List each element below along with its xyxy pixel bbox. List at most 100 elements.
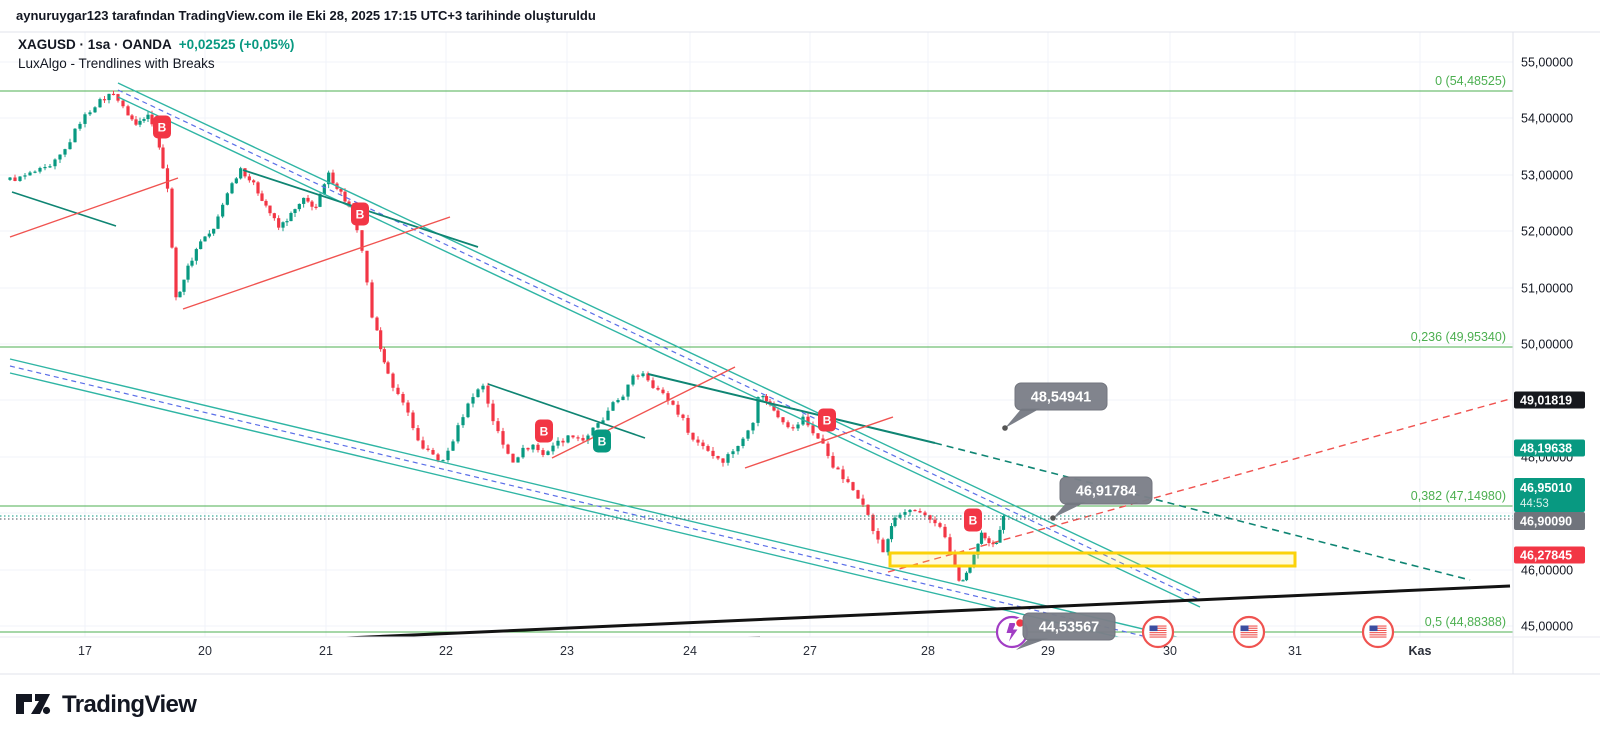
candle[interactable] bbox=[871, 514, 875, 532]
candle[interactable] bbox=[111, 93, 116, 96]
candle[interactable] bbox=[190, 260, 194, 266]
candle[interactable] bbox=[8, 177, 12, 180]
candle[interactable] bbox=[676, 404, 680, 415]
candle[interactable] bbox=[983, 532, 987, 539]
candle[interactable] bbox=[741, 438, 745, 446]
candle[interactable] bbox=[243, 168, 247, 177]
candle[interactable] bbox=[431, 449, 435, 455]
candle[interactable] bbox=[876, 531, 880, 540]
candle[interactable] bbox=[314, 206, 318, 208]
candle[interactable] bbox=[401, 393, 405, 403]
candle[interactable] bbox=[1001, 516, 1006, 530]
candle[interactable] bbox=[531, 444, 535, 450]
candle[interactable] bbox=[476, 389, 480, 398]
candle[interactable] bbox=[806, 416, 810, 426]
candle[interactable] bbox=[526, 447, 530, 450]
candle[interactable] bbox=[18, 176, 22, 181]
symbol-title[interactable]: XAGUSD · 1sa · OANDA bbox=[18, 37, 172, 52]
candle[interactable] bbox=[556, 440, 560, 446]
candle[interactable] bbox=[285, 221, 289, 223]
candle[interactable] bbox=[396, 387, 400, 394]
candle[interactable] bbox=[998, 529, 1002, 543]
time-axis[interactable]: 17 20 21 22 23 24 27 28 29 30 31 Kas bbox=[78, 644, 1431, 658]
candle[interactable] bbox=[451, 441, 455, 451]
candle[interactable] bbox=[961, 580, 965, 582]
candle[interactable] bbox=[571, 435, 575, 438]
candle[interactable] bbox=[641, 373, 645, 377]
candle[interactable] bbox=[551, 445, 555, 452]
candle[interactable] bbox=[826, 443, 830, 456]
candle[interactable] bbox=[142, 119, 146, 121]
candle[interactable] bbox=[661, 389, 665, 394]
candle[interactable] bbox=[161, 147, 165, 169]
candle[interactable] bbox=[611, 402, 615, 411]
candle[interactable] bbox=[199, 241, 203, 250]
candle[interactable] bbox=[831, 455, 835, 468]
candle[interactable] bbox=[761, 396, 765, 398]
candle[interactable] bbox=[331, 172, 335, 184]
candle[interactable] bbox=[297, 203, 301, 210]
candle[interactable] bbox=[466, 403, 470, 418]
candle[interactable] bbox=[918, 511, 922, 513]
candle[interactable] bbox=[260, 193, 264, 201]
candle[interactable] bbox=[68, 142, 72, 150]
candle[interactable] bbox=[861, 498, 865, 505]
candle[interactable] bbox=[616, 400, 620, 403]
candle[interactable] bbox=[671, 400, 675, 405]
candle[interactable] bbox=[601, 420, 605, 424]
candle[interactable] bbox=[772, 404, 776, 411]
candle[interactable] bbox=[165, 168, 170, 189]
candle[interactable] bbox=[886, 539, 890, 553]
candle[interactable] bbox=[943, 526, 947, 538]
candle[interactable] bbox=[491, 403, 495, 422]
candle[interactable] bbox=[746, 430, 750, 439]
candle[interactable] bbox=[302, 197, 306, 204]
candle[interactable] bbox=[756, 397, 760, 423]
time-axis-bg[interactable] bbox=[0, 637, 1600, 674]
candle[interactable] bbox=[621, 396, 625, 401]
us-flag-event-icon[interactable] bbox=[1232, 615, 1266, 649]
candle[interactable] bbox=[651, 380, 655, 388]
candle[interactable] bbox=[365, 250, 369, 283]
candle[interactable] bbox=[816, 433, 820, 439]
candle[interactable] bbox=[851, 482, 855, 491]
candle[interactable] bbox=[541, 450, 545, 455]
candle[interactable] bbox=[339, 188, 343, 192]
candle[interactable] bbox=[225, 193, 229, 205]
callout-box[interactable] bbox=[1022, 612, 1116, 641]
candle[interactable] bbox=[581, 438, 585, 441]
candle[interactable] bbox=[322, 184, 326, 194]
candle[interactable] bbox=[811, 425, 815, 434]
candle[interactable] bbox=[994, 542, 999, 544]
candle[interactable] bbox=[426, 448, 430, 450]
candle[interactable] bbox=[281, 222, 285, 228]
candle[interactable] bbox=[764, 396, 769, 402]
candle[interactable] bbox=[856, 490, 860, 499]
candle[interactable] bbox=[933, 519, 937, 524]
candle[interactable] bbox=[107, 93, 111, 101]
candle[interactable] bbox=[436, 454, 440, 461]
candle[interactable] bbox=[441, 460, 445, 462]
candle[interactable] bbox=[721, 458, 725, 463]
candle[interactable] bbox=[73, 128, 77, 143]
candle[interactable] bbox=[686, 417, 690, 433]
candle[interactable] bbox=[411, 412, 415, 429]
candle[interactable] bbox=[38, 167, 42, 172]
candle[interactable] bbox=[53, 159, 57, 167]
candle[interactable] bbox=[126, 106, 130, 116]
candle[interactable] bbox=[170, 188, 174, 248]
candle[interactable] bbox=[913, 509, 917, 512]
candle[interactable] bbox=[893, 517, 897, 527]
candle[interactable] bbox=[471, 397, 475, 404]
candlestick-series[interactable] bbox=[8, 90, 1006, 582]
candle[interactable] bbox=[786, 422, 790, 428]
candle[interactable] bbox=[28, 172, 32, 176]
candle[interactable] bbox=[207, 233, 211, 237]
candle[interactable] bbox=[221, 204, 225, 217]
candle[interactable] bbox=[591, 427, 595, 436]
candle[interactable] bbox=[948, 537, 952, 552]
candle[interactable] bbox=[178, 291, 182, 298]
candle[interactable] bbox=[375, 317, 379, 331]
candle[interactable] bbox=[953, 551, 957, 567]
